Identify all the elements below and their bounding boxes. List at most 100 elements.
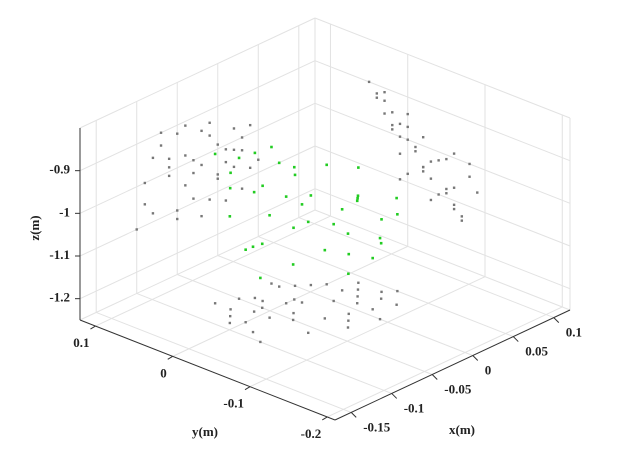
point bbox=[228, 215, 232, 218]
point bbox=[379, 241, 383, 245]
point bbox=[253, 151, 257, 155]
y-tick bbox=[90, 325, 96, 330]
projection-xz bbox=[208, 134, 211, 137]
grid-line bbox=[314, 60, 571, 162]
projection-xy bbox=[356, 288, 360, 291]
projection-yz bbox=[406, 138, 409, 141]
grid-line bbox=[79, 145, 316, 257]
y-axis-label: y(m) bbox=[192, 424, 218, 439]
projection-yz bbox=[476, 191, 479, 194]
grid-line bbox=[249, 276, 486, 388]
projection-xy bbox=[293, 284, 297, 288]
point bbox=[357, 166, 360, 169]
projection-xz bbox=[257, 158, 260, 161]
projection-yz bbox=[437, 159, 440, 162]
point bbox=[291, 263, 295, 266]
projection-xz bbox=[192, 197, 195, 200]
projection-xy bbox=[379, 297, 383, 300]
grid-line bbox=[136, 292, 392, 394]
projection-xz bbox=[224, 148, 228, 151]
projection-xz bbox=[192, 171, 195, 175]
y-tick-label: 0 bbox=[160, 365, 167, 380]
projection-xy bbox=[325, 283, 328, 286]
projection-xy bbox=[278, 285, 281, 288]
projection-yz bbox=[429, 177, 433, 180]
point bbox=[259, 276, 262, 280]
projection-xy bbox=[291, 318, 295, 322]
projection-xy bbox=[347, 319, 350, 322]
point bbox=[378, 236, 382, 240]
projection-xy bbox=[396, 289, 399, 293]
y-tick bbox=[322, 416, 328, 421]
projection-xy bbox=[268, 316, 271, 319]
projection-xy bbox=[340, 289, 344, 292]
grid-line bbox=[95, 215, 331, 327]
projection-xy bbox=[347, 312, 350, 316]
grid-line bbox=[258, 236, 514, 338]
projection-yz bbox=[468, 175, 471, 178]
projection-yz bbox=[383, 112, 386, 115]
projection-xz bbox=[240, 187, 244, 190]
x-tick-label: -0.1 bbox=[404, 400, 425, 415]
projection-yz bbox=[414, 150, 417, 153]
projection-yz bbox=[452, 186, 456, 189]
projection-xy bbox=[309, 283, 313, 287]
x-tick-label: 0 bbox=[485, 363, 492, 378]
projection-yz bbox=[391, 128, 394, 131]
projection-xz bbox=[248, 123, 252, 127]
x-tick bbox=[431, 374, 438, 380]
grid-line bbox=[314, 102, 571, 204]
projection-xy bbox=[284, 302, 288, 305]
projection-xy bbox=[253, 296, 257, 300]
projection-xz bbox=[200, 214, 203, 218]
point bbox=[300, 203, 304, 206]
point bbox=[244, 248, 247, 251]
projection-xy bbox=[307, 331, 310, 335]
x-tick bbox=[512, 336, 519, 342]
projection-xz bbox=[216, 173, 219, 176]
projection-yz bbox=[398, 178, 402, 181]
projection-xy bbox=[229, 308, 232, 311]
point bbox=[356, 196, 359, 200]
projection-xz bbox=[240, 136, 244, 139]
projection-xz bbox=[176, 132, 179, 135]
grid-line bbox=[79, 102, 316, 214]
projection-xz bbox=[184, 124, 187, 127]
projection-yz bbox=[406, 112, 409, 116]
projection-xz bbox=[167, 166, 171, 169]
projection-xy bbox=[270, 282, 273, 285]
point bbox=[252, 190, 256, 194]
x-tick bbox=[350, 412, 357, 418]
projection-xz bbox=[151, 212, 155, 215]
grid-line bbox=[314, 145, 571, 247]
projection-xy bbox=[371, 308, 374, 311]
x-tick-label: 0.05 bbox=[525, 344, 548, 359]
x-tick-label: 0.1 bbox=[566, 325, 582, 340]
x-tick bbox=[391, 393, 398, 399]
grid-line bbox=[79, 60, 316, 172]
projection-yz bbox=[429, 160, 433, 163]
point bbox=[355, 199, 359, 203]
projection-xz bbox=[192, 159, 195, 162]
projection-yz bbox=[414, 145, 417, 149]
y-tick bbox=[244, 386, 251, 391]
projection-xz bbox=[151, 156, 155, 160]
projection-xy bbox=[357, 281, 360, 284]
point bbox=[228, 186, 232, 190]
point bbox=[332, 222, 335, 226]
projection-yz bbox=[468, 162, 471, 166]
projection-xy bbox=[259, 340, 262, 344]
projection-xy bbox=[252, 310, 256, 313]
grid-line bbox=[298, 217, 554, 319]
projection-xy bbox=[237, 297, 241, 300]
projection-yz bbox=[391, 111, 394, 114]
grid-line bbox=[96, 311, 352, 413]
projection-yz bbox=[445, 192, 448, 195]
projection-yz bbox=[375, 92, 379, 95]
projection-yz bbox=[429, 198, 433, 202]
point bbox=[309, 194, 313, 197]
point bbox=[356, 194, 360, 198]
z-tick-label: -1.2 bbox=[49, 290, 70, 305]
